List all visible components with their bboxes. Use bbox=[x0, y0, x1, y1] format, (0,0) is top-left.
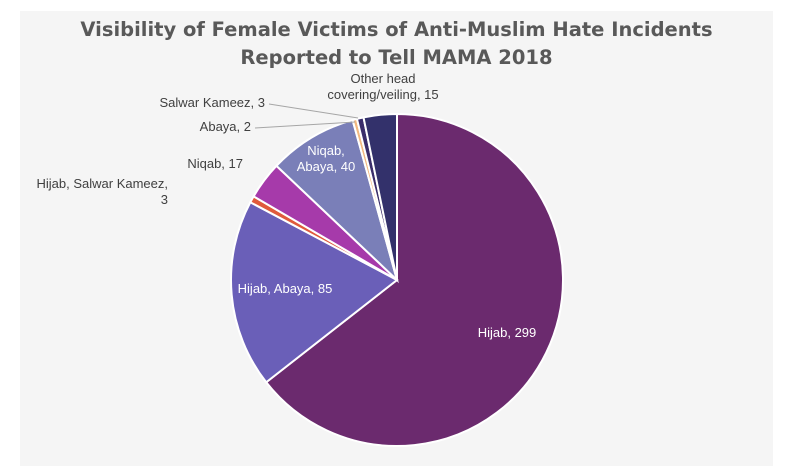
data-label-line: Hijab, Salwar Kameez, bbox=[37, 176, 169, 191]
data-label-line: covering/veiling, 15 bbox=[327, 87, 438, 102]
data-label-line: Hijab, 299 bbox=[478, 325, 537, 340]
pie-slice-hijab bbox=[264, 112, 564, 447]
data-label-niqab: Niqab, 17 bbox=[187, 156, 243, 171]
pie-slice-other-head-covering-veiling bbox=[362, 112, 398, 281]
data-label-hijab-abaya: Hijab, Abaya, 85 bbox=[238, 281, 333, 296]
data-label-line: Abaya, 40 bbox=[297, 159, 356, 174]
data-label-line: Abaya, 2 bbox=[200, 119, 251, 134]
pie-slice-niqab-abaya bbox=[275, 118, 399, 284]
data-label-hijab: Hijab, 299 bbox=[478, 325, 537, 340]
data-label-abaya: Abaya, 2 bbox=[200, 119, 251, 134]
data-label-line: Niqab, 17 bbox=[187, 156, 243, 171]
data-label-line: 3 bbox=[161, 192, 168, 207]
leader-line-abaya bbox=[254, 121, 356, 129]
chart-title: Visibility of Female Victims of Anti-Mus… bbox=[20, 16, 773, 72]
leader-line-salwar-kameez bbox=[268, 103, 359, 119]
data-label-line: Salwar Kameez, 3 bbox=[160, 95, 266, 110]
data-label-other-head-covering-veiling: Other head covering/veiling, 15 bbox=[327, 71, 438, 102]
data-label-line: Other head bbox=[350, 71, 415, 86]
data-label-line: Hijab, Abaya, 85 bbox=[238, 281, 333, 296]
pie-slice-hijab-abaya bbox=[230, 200, 399, 384]
chart-title-line-1: Visibility of Female Victims of Anti-Mus… bbox=[80, 18, 713, 41]
data-label-niqab-abaya: Niqab, Abaya, 40 bbox=[297, 143, 356, 174]
data-label-salwar-kameez: Salwar Kameez, 3 bbox=[160, 95, 266, 110]
data-label-line: Niqab, bbox=[307, 143, 345, 158]
data-label-hijab-salwar-kameez: Hijab, Salwar Kameez, 3 bbox=[37, 176, 169, 207]
chart-title-line-2: Reported to Tell MAMA 2018 bbox=[240, 46, 553, 69]
